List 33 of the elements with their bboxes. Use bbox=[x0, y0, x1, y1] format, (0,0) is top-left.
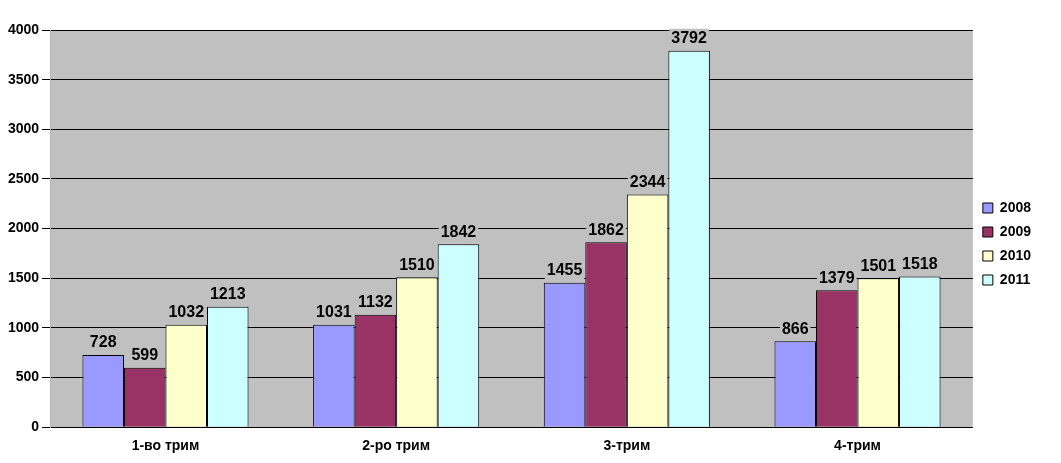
y-tick-label: 4000 bbox=[7, 20, 40, 37]
data-label: 1518 bbox=[902, 254, 938, 272]
data-label: 599 bbox=[131, 346, 159, 364]
y-tick-label: 2500 bbox=[7, 169, 40, 186]
legend-label: 2009 bbox=[999, 222, 1032, 239]
legend-label: 2011 bbox=[999, 270, 1031, 287]
x-tick-label: 2-ро трим bbox=[362, 437, 431, 454]
data-label: 1842 bbox=[440, 222, 477, 240]
data-label: 1032 bbox=[168, 303, 205, 321]
data-label: 1213 bbox=[209, 285, 246, 303]
x-tick-label: 4-трим bbox=[834, 437, 881, 454]
data-label: 1379 bbox=[818, 268, 855, 286]
data-label: 1031 bbox=[316, 303, 352, 321]
y-tick-label: 1500 bbox=[7, 269, 40, 286]
data-label: 1510 bbox=[399, 255, 435, 273]
y-tick-label: 2000 bbox=[7, 219, 40, 236]
y-tick-label: 0 bbox=[31, 418, 40, 435]
x-tick-label: 1-во трим bbox=[131, 437, 200, 454]
data-label: 728 bbox=[89, 333, 117, 351]
data-label: 1132 bbox=[358, 293, 393, 311]
data-label: 3792 bbox=[671, 29, 708, 47]
y-tick-label: 1000 bbox=[7, 318, 40, 335]
y-tick-label: 3000 bbox=[7, 120, 40, 137]
legend-label: 2008 bbox=[999, 198, 1032, 215]
y-tick-label: 500 bbox=[15, 368, 40, 385]
data-label: 866 bbox=[781, 319, 809, 337]
data-label: 1455 bbox=[546, 261, 583, 279]
legend-label: 2010 bbox=[999, 246, 1032, 263]
x-tick-label: 3-трим bbox=[603, 437, 651, 454]
y-tick-label: 3500 bbox=[7, 70, 40, 87]
data-label: 1501 bbox=[860, 256, 897, 274]
data-label: 2344 bbox=[629, 172, 666, 190]
data-label: 1862 bbox=[588, 220, 624, 238]
